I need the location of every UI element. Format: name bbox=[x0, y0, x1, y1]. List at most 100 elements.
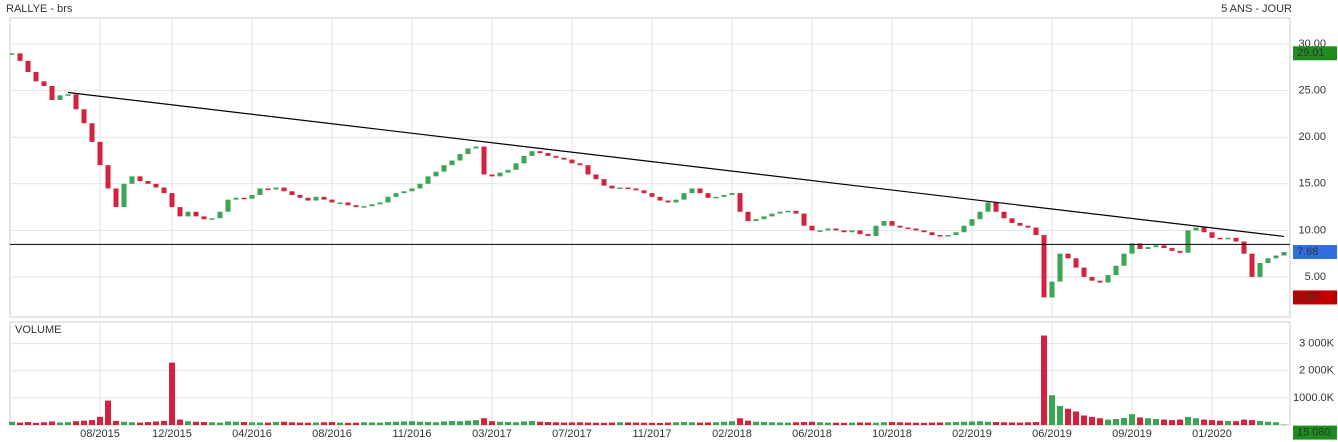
x-tick-label: 06/2018 bbox=[792, 428, 832, 440]
candle bbox=[529, 151, 535, 156]
candle bbox=[1097, 280, 1103, 283]
volume-bar bbox=[377, 422, 383, 425]
volume-bar bbox=[1025, 422, 1031, 425]
volume-bar bbox=[121, 421, 127, 425]
volume-bar bbox=[897, 422, 903, 425]
candle bbox=[1185, 230, 1191, 253]
volume-bar bbox=[473, 420, 479, 425]
volume-bar bbox=[73, 421, 79, 425]
volume-bar bbox=[1121, 417, 1127, 425]
x-tick-label: 03/2017 bbox=[472, 428, 512, 440]
volume-bar bbox=[1041, 335, 1047, 425]
volume-bar bbox=[393, 421, 399, 425]
y-tick-label: 15.00 bbox=[1298, 178, 1326, 190]
volume-bar bbox=[113, 420, 119, 425]
candle bbox=[721, 194, 727, 197]
candle bbox=[793, 210, 799, 214]
volume-bar bbox=[65, 422, 71, 425]
volume-bar bbox=[521, 421, 527, 425]
volume-bar bbox=[425, 422, 431, 425]
candle bbox=[41, 81, 47, 86]
candle bbox=[833, 228, 839, 231]
volume-bar bbox=[433, 422, 439, 425]
candle bbox=[881, 221, 887, 226]
candle bbox=[1001, 211, 1007, 219]
candle bbox=[1273, 255, 1279, 259]
candle bbox=[113, 188, 119, 208]
candle bbox=[25, 60, 31, 73]
volume-bar bbox=[257, 422, 263, 425]
candle bbox=[401, 191, 407, 194]
volume-bar bbox=[1089, 416, 1095, 425]
candle bbox=[369, 204, 375, 207]
volume-bar bbox=[233, 421, 239, 425]
volume-bar bbox=[881, 422, 887, 425]
candle bbox=[417, 183, 423, 189]
volume-bar bbox=[873, 422, 879, 425]
volume-bar bbox=[673, 422, 679, 425]
candle bbox=[9, 53, 15, 55]
candle bbox=[921, 230, 927, 233]
volume-bar bbox=[681, 422, 687, 425]
candle bbox=[409, 188, 415, 192]
candle bbox=[313, 196, 319, 201]
volume-bar bbox=[1105, 419, 1111, 425]
volume-bar bbox=[961, 421, 967, 425]
candle bbox=[241, 197, 247, 200]
candle bbox=[97, 141, 103, 166]
x-tick-label: 07/2017 bbox=[552, 428, 592, 440]
candle bbox=[1057, 253, 1063, 282]
candle bbox=[649, 193, 655, 197]
candle bbox=[1073, 258, 1079, 268]
candle bbox=[817, 230, 823, 232]
volume-bar bbox=[745, 420, 751, 425]
volume-bar bbox=[409, 421, 415, 425]
volume-bar bbox=[809, 421, 815, 425]
candle bbox=[897, 225, 903, 228]
candle bbox=[905, 227, 911, 230]
x-tick-label: 06/2019 bbox=[1032, 428, 1072, 440]
volume-bar bbox=[1049, 395, 1055, 425]
volume-bar bbox=[1217, 420, 1223, 425]
volume-bar bbox=[977, 421, 983, 425]
volume-bar bbox=[857, 422, 863, 425]
volume-badge-label: 15 080 bbox=[1297, 426, 1331, 438]
candle bbox=[1121, 253, 1127, 266]
volume-bar bbox=[1241, 419, 1247, 425]
candle bbox=[697, 188, 703, 194]
volume-bar bbox=[529, 420, 535, 425]
volume-bar bbox=[1065, 408, 1071, 425]
x-tick-label: 09/2019 bbox=[1112, 428, 1152, 440]
volume-bar bbox=[457, 421, 463, 425]
candle bbox=[841, 230, 847, 233]
candle bbox=[193, 211, 199, 217]
volume-bar bbox=[513, 422, 519, 425]
candle bbox=[849, 230, 855, 233]
candle bbox=[233, 197, 239, 200]
candle bbox=[441, 165, 447, 172]
candle bbox=[457, 153, 463, 161]
candle bbox=[433, 171, 439, 177]
volume-bar bbox=[81, 420, 87, 425]
candle bbox=[1209, 232, 1215, 238]
volume-bar bbox=[169, 362, 175, 425]
candle bbox=[377, 202, 383, 205]
volume-bar bbox=[849, 422, 855, 425]
volume-bar bbox=[889, 422, 895, 425]
volume-bar bbox=[585, 422, 591, 425]
x-tick-label: 08/2015 bbox=[80, 428, 120, 440]
candle bbox=[945, 235, 951, 237]
candle bbox=[345, 202, 351, 206]
volume-bar bbox=[137, 422, 143, 425]
volume-bar bbox=[1249, 420, 1255, 425]
volume-bar bbox=[209, 422, 215, 425]
volume-bar bbox=[793, 422, 799, 425]
price-badge-label: 2.80 bbox=[1297, 291, 1318, 303]
volume-bar bbox=[841, 422, 847, 425]
volume-bar bbox=[1057, 406, 1063, 425]
volume-bar bbox=[313, 422, 319, 425]
candle bbox=[161, 187, 167, 194]
x-tick-label: 02/2019 bbox=[952, 428, 992, 440]
candle bbox=[145, 181, 151, 184]
